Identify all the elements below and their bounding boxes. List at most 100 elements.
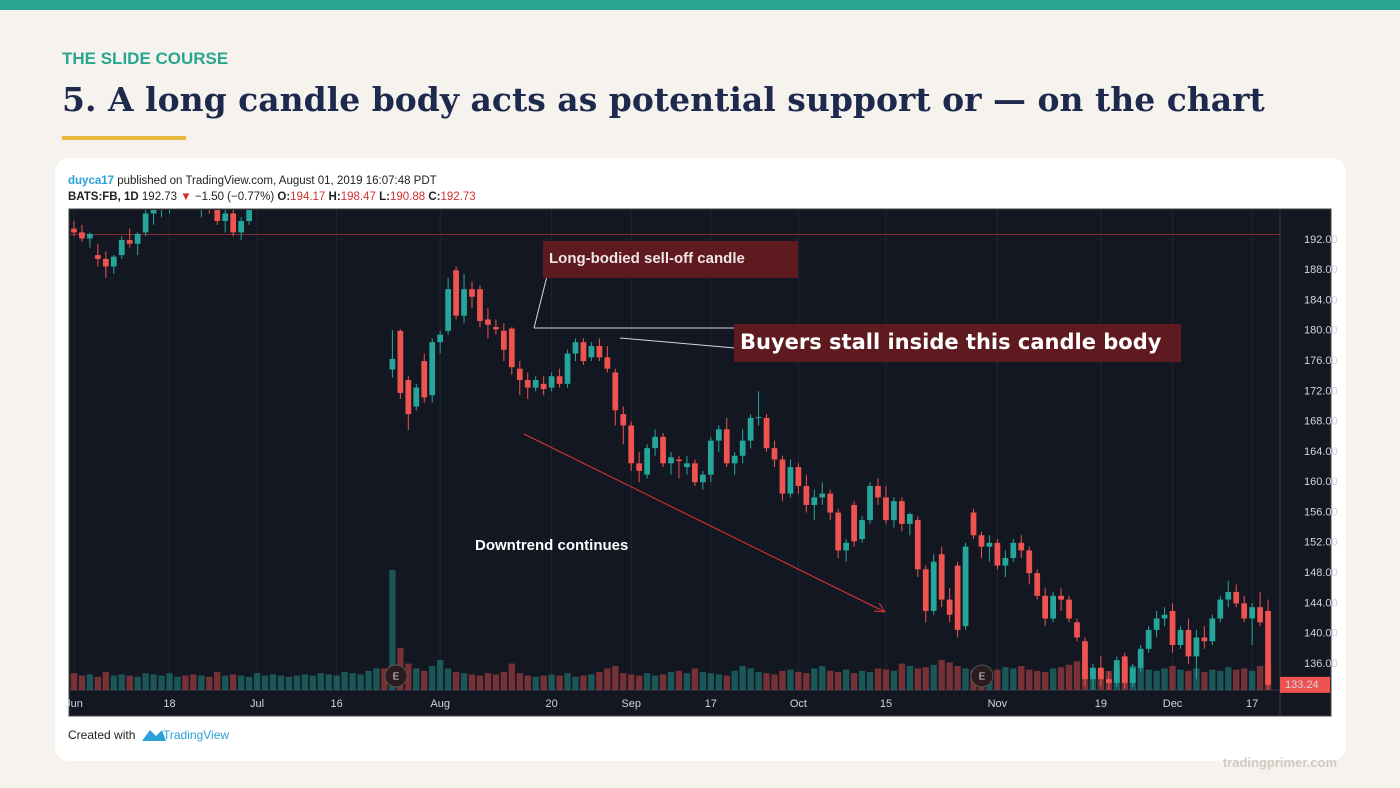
volume-bar <box>206 676 213 690</box>
y-tick-label: 148.00 <box>1304 567 1338 579</box>
candle-body <box>477 289 483 321</box>
candle-body <box>1121 656 1128 683</box>
candle-body <box>461 289 467 316</box>
candle-body <box>707 440 714 475</box>
candle-body <box>87 233 93 239</box>
y-tick-label: 192.00 <box>1304 234 1338 246</box>
volume-bar <box>842 669 850 690</box>
candle-body <box>787 467 794 494</box>
volume-bar <box>898 663 906 690</box>
volume-bar <box>102 672 110 690</box>
candle-body <box>389 358 396 370</box>
candle-body <box>1050 595 1056 619</box>
candle-body <box>79 232 85 239</box>
candle-body <box>970 512 977 536</box>
annotation-box <box>734 324 1181 362</box>
volume-bar <box>691 668 699 690</box>
volume-bar <box>293 675 301 690</box>
candle-body <box>986 542 993 547</box>
publish-line: duyca17 published on TradingView.com, Au… <box>68 175 437 187</box>
y-tick-label: 160.00 <box>1304 476 1338 488</box>
volume-bar <box>635 675 643 690</box>
chart-pane <box>68 208 1332 717</box>
volume-bar <box>1145 669 1152 690</box>
volume-bar <box>683 673 691 690</box>
y-tick-label: 140.00 <box>1304 628 1338 640</box>
volume-bar <box>468 674 476 690</box>
y-tick-label: 164.00 <box>1304 446 1338 458</box>
pointer <box>619 337 736 349</box>
candle-body <box>214 210 221 222</box>
volume-bar <box>1248 670 1256 690</box>
candle-body <box>1090 667 1096 680</box>
candle-body <box>110 256 117 267</box>
volume-bar <box>94 676 102 690</box>
candle-body <box>397 330 404 393</box>
volume-bar <box>675 670 683 690</box>
volume-bar <box>994 669 1001 690</box>
candle-body <box>1185 629 1192 657</box>
volume-bar <box>389 570 396 690</box>
volume-bar <box>1240 668 1248 690</box>
volume-bar <box>755 672 762 690</box>
x-tick-label: 18 <box>163 698 175 710</box>
last-price-label: 133.24 <box>1285 679 1319 691</box>
volume-bar <box>747 668 754 690</box>
volume-bar <box>1225 667 1232 690</box>
volume-bar <box>190 674 197 690</box>
candle-body <box>938 554 945 600</box>
volume-bar <box>134 676 141 690</box>
candle-body <box>150 210 157 214</box>
publisher: duyca17 <box>68 175 114 187</box>
candle-body <box>604 357 611 369</box>
candle-body <box>413 387 420 407</box>
candle-body <box>493 327 499 330</box>
candle-body <box>946 599 953 615</box>
candle-body <box>1010 542 1017 558</box>
x-tick-label: 19 <box>1095 698 1107 710</box>
candle-body <box>636 463 643 471</box>
volume-bar <box>70 673 78 690</box>
volume-bar <box>954 666 961 690</box>
created: Created with <box>68 728 135 742</box>
y-tick-label: 152.00 <box>1304 537 1338 549</box>
volume-bar <box>405 663 412 690</box>
candle-body <box>644 448 651 475</box>
earnings-label: E <box>979 672 986 683</box>
candle-body <box>580 342 587 362</box>
volume-bar <box>317 673 324 690</box>
plot <box>70 62 1280 690</box>
candle-body <box>1233 592 1240 604</box>
volume-bar <box>819 666 826 690</box>
candle-body <box>294 123 300 134</box>
last-price-tag <box>1280 676 1330 693</box>
title: 5. A long candle body acts as potential … <box>62 80 1266 119</box>
volume-bar <box>906 666 914 690</box>
volume-bar <box>452 672 460 690</box>
candle-body <box>564 353 571 384</box>
volume-bar <box>1065 664 1073 690</box>
candle-body <box>676 459 682 462</box>
y-tick-label: 168.00 <box>1304 416 1338 428</box>
volume-bar <box>1057 667 1065 690</box>
candle-body <box>1145 629 1152 649</box>
candle-body <box>779 459 786 494</box>
volume-bar <box>309 675 316 690</box>
candle-body <box>1105 679 1112 683</box>
volume-bar <box>1026 669 1033 690</box>
candle-body <box>572 342 579 354</box>
volume-bar <box>787 669 794 690</box>
arrow: ▼ <box>180 191 191 203</box>
volume-bar <box>771 674 778 690</box>
volume-bar <box>572 676 579 690</box>
volume-bar <box>1010 668 1017 690</box>
candle-body <box>962 546 969 627</box>
volume-bar <box>1256 666 1264 690</box>
candle-body <box>126 239 133 244</box>
candle-body <box>747 417 754 441</box>
y-tick-label: 144.00 <box>1304 597 1338 609</box>
volume-bar <box>827 670 834 690</box>
candle-body <box>485 319 491 325</box>
candle-body <box>350 62 356 73</box>
candle-body <box>1201 637 1208 642</box>
